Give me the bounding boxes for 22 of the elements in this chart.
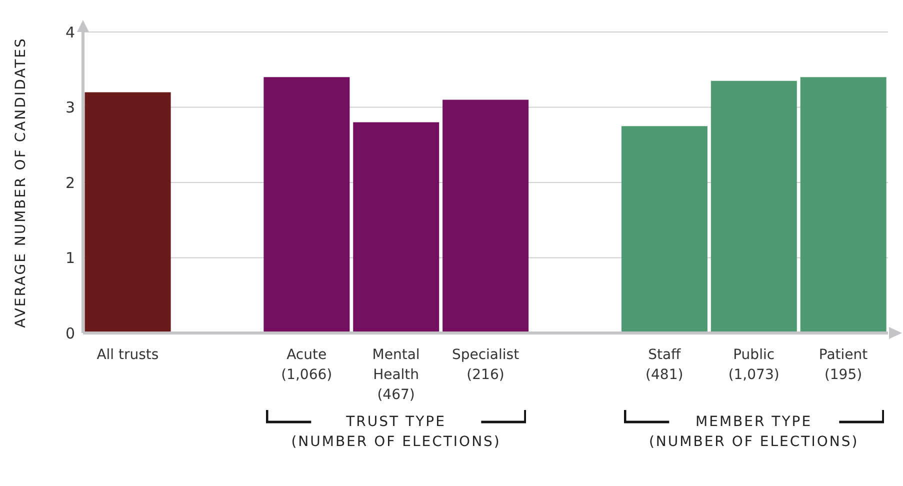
y-tick-label: 2 bbox=[65, 174, 75, 192]
x-tick-label: All trusts bbox=[96, 347, 159, 363]
x-tick-label: Staff (481) bbox=[646, 347, 684, 383]
bar bbox=[84, 92, 171, 333]
x-tick-label: Specialist (216) bbox=[452, 347, 520, 383]
bar bbox=[800, 77, 886, 333]
text: MEMBER TYPE (NUMBER OF ELECTIONS) bbox=[648, 413, 860, 452]
x-tick-label: Acute (1,066) bbox=[281, 347, 332, 383]
y-axis-title: AVERAGE NUMBER OF CANDIDATES bbox=[12, 37, 29, 328]
y-tick-label: 1 bbox=[65, 249, 75, 268]
x-tick-label: Mental Health (467) bbox=[372, 347, 420, 403]
text: TRUST TYPE (NUMBER OF ELECTIONS) bbox=[290, 413, 502, 452]
x-tick-label: Public (1,073) bbox=[728, 347, 780, 383]
bar bbox=[264, 77, 350, 333]
y-tick-label: 0 bbox=[65, 324, 75, 342]
x-tick-label: Patient (195) bbox=[818, 347, 868, 383]
bar bbox=[442, 100, 529, 333]
y-tick-label: 3 bbox=[65, 98, 75, 117]
bar bbox=[621, 126, 708, 333]
bar bbox=[710, 80, 797, 333]
y-tick-label: 4 bbox=[65, 23, 75, 42]
bar bbox=[353, 122, 440, 333]
